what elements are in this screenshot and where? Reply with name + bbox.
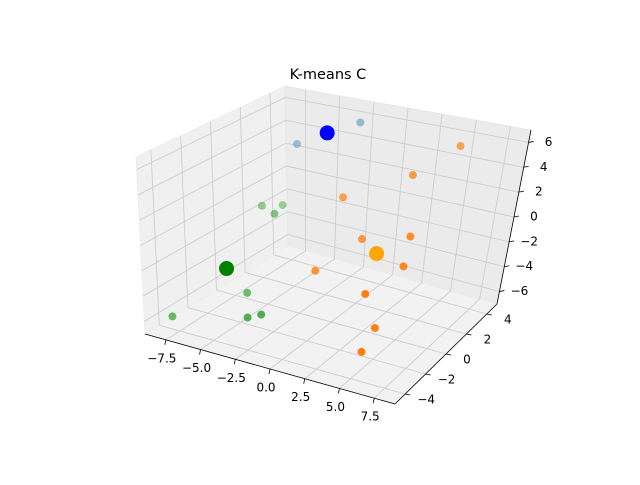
x-tick-label: −5.0 bbox=[182, 361, 211, 375]
data-point bbox=[258, 202, 266, 210]
data-point bbox=[339, 193, 347, 201]
data-point bbox=[356, 118, 364, 126]
z-tick-label: −2 bbox=[520, 234, 538, 248]
y-tick-label: 4 bbox=[504, 313, 512, 327]
z-tick-label: 0 bbox=[530, 210, 538, 224]
data-point bbox=[243, 289, 251, 297]
data-point bbox=[361, 290, 369, 298]
z-tick-label: 4 bbox=[540, 160, 548, 174]
centroid-point bbox=[369, 246, 384, 261]
data-point bbox=[257, 311, 265, 319]
data-point bbox=[279, 201, 287, 209]
data-point bbox=[293, 140, 301, 148]
chart-title: K-means C bbox=[290, 67, 367, 83]
y-tick-label: −2 bbox=[438, 373, 456, 387]
z-tick-label: −6 bbox=[511, 284, 529, 298]
data-point bbox=[406, 233, 414, 241]
x-tick-label: 5.0 bbox=[326, 400, 345, 414]
y-tick-label: 0 bbox=[463, 353, 471, 367]
data-point bbox=[168, 312, 176, 320]
z-tick-label: 2 bbox=[535, 185, 543, 199]
centroid-point bbox=[320, 125, 335, 140]
x-tick-label: −7.5 bbox=[147, 351, 176, 365]
x-tick-label: 7.5 bbox=[361, 410, 380, 424]
y-tick-label: 2 bbox=[484, 333, 492, 347]
data-point bbox=[457, 142, 465, 150]
z-tick-label: −4 bbox=[515, 259, 533, 273]
x-tick-label: −2.5 bbox=[217, 371, 246, 385]
z-tick-label: 6 bbox=[545, 135, 553, 149]
data-point bbox=[399, 262, 407, 270]
data-point bbox=[311, 267, 319, 275]
data-point bbox=[270, 210, 278, 218]
centroid-point bbox=[219, 261, 234, 276]
data-point bbox=[358, 235, 366, 243]
y-tick-label: −4 bbox=[417, 393, 435, 407]
data-point bbox=[244, 314, 252, 322]
data-point bbox=[357, 348, 365, 356]
data-point bbox=[371, 324, 379, 332]
data-point bbox=[409, 171, 417, 179]
x-tick-label: 2.5 bbox=[291, 390, 310, 404]
x-tick-label: 0.0 bbox=[256, 381, 275, 395]
